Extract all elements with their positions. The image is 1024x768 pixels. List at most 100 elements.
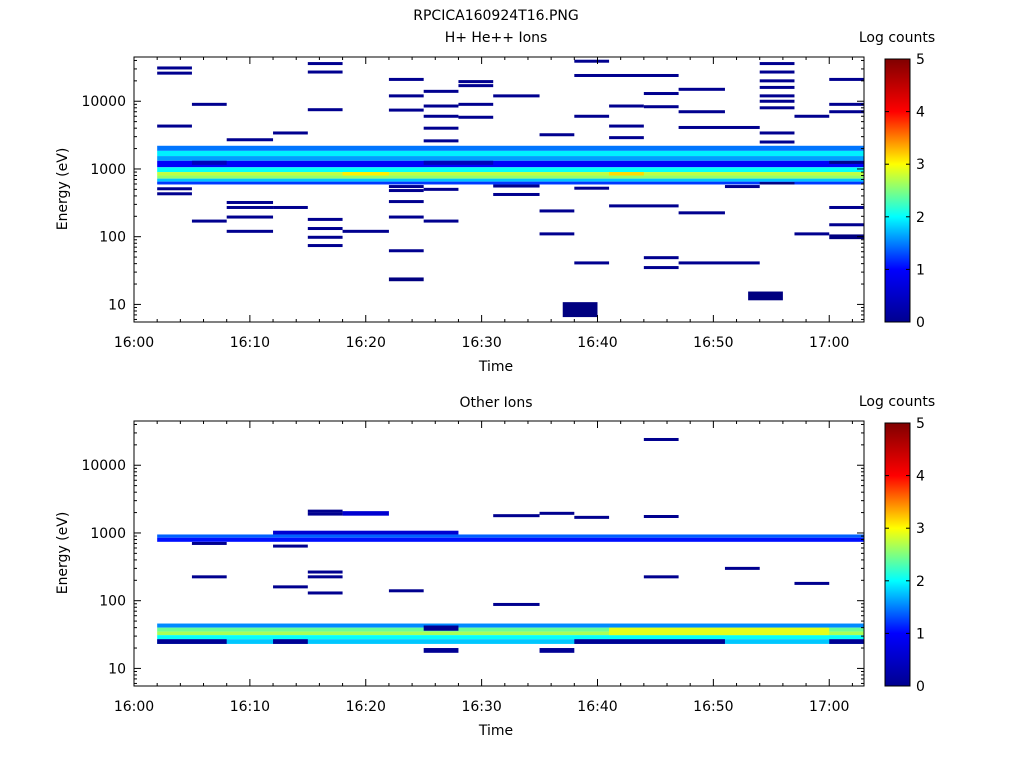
heatmap-count-line: [829, 223, 864, 227]
x-tick-label: 16:20: [346, 699, 386, 715]
heatmap-count-line: [342, 229, 389, 233]
y-axis-label: Energy (eV): [55, 148, 71, 231]
heatmap-cell: [157, 156, 864, 161]
heatmap-cell: [574, 639, 725, 644]
colorbar: 0 1 2 3 4 5: [884, 416, 925, 695]
heatmap-count-line: [458, 115, 494, 119]
heatmap-count-line: [388, 94, 424, 98]
heatmap-count-line: [388, 108, 424, 112]
heatmap-cell: [423, 648, 459, 653]
heatmap-count-line: [423, 114, 459, 118]
heatmap-count-line: [458, 84, 494, 88]
heatmap-count-line: [307, 227, 343, 231]
heatmap-count-line: [388, 189, 424, 193]
heatmap-cell: [157, 172, 864, 176]
heatmap-count-line: [539, 209, 575, 213]
colorbar-gradient: [884, 422, 911, 687]
heatmap-cell: [829, 639, 864, 644]
y-tick-label: 1000: [90, 162, 126, 178]
heatmap-cell: [157, 178, 864, 182]
y-tick-label: 10000: [81, 458, 126, 474]
heatmap-cell: [423, 625, 459, 631]
plot-frame: [133, 420, 865, 687]
heatmap-count-line: [643, 256, 679, 260]
heatmap-count-line: [678, 87, 725, 91]
heatmap-count-line: [493, 192, 540, 196]
heatmap-count-line: [609, 136, 644, 140]
x-tick-label: 16:40: [577, 335, 617, 351]
heatmap-cell: [191, 160, 227, 165]
heatmap-count-line: [794, 114, 830, 118]
heatmap-count-line: [609, 124, 644, 128]
heatmap-count-line: [157, 66, 192, 70]
panel-title: H+ He++ Ions: [445, 30, 548, 46]
heatmap-count-line: [157, 124, 192, 128]
heatmap-cell: [342, 172, 389, 176]
heatmap-cell: [748, 291, 783, 301]
x-tick-label: 16:40: [577, 699, 617, 715]
panel-other-ions: Other Ions 16:00 16:10 16:20 16:30 16:40 16:5…: [55, 394, 935, 739]
heatmap-cell: [342, 511, 389, 516]
heatmap-count-line: [458, 80, 494, 84]
colorbar-tick-label: 3: [916, 157, 925, 173]
x-axis-label: Time: [478, 359, 513, 375]
heatmap-count-line: [307, 62, 343, 66]
heatmap-cell: [157, 639, 227, 644]
heatmap-count-line: [388, 185, 424, 189]
colorbar-label: Log counts: [859, 30, 935, 46]
x-tick-label: 16:00: [114, 335, 154, 351]
y-tick-label: 10: [108, 297, 126, 313]
heatmap-count-line: [794, 232, 830, 236]
heatmap-count-line: [493, 514, 540, 518]
colorbar-tick-label: 2: [916, 210, 925, 226]
heatmap-count-line: [307, 575, 343, 579]
heatmap-count-line: [794, 581, 830, 585]
heatmap-count-line: [273, 205, 308, 209]
x-tick-label: 16:50: [693, 699, 733, 715]
heatmap-cell: [157, 175, 864, 179]
heatmap-count-line: [423, 139, 459, 143]
heatmap-count-line: [574, 186, 610, 190]
heatmap-count-line: [759, 99, 795, 103]
heatmap-count-line: [423, 104, 459, 108]
colorbar-label: Log counts: [859, 394, 935, 410]
heatmap-count-line: [759, 70, 795, 74]
heatmap-count-line: [273, 131, 308, 135]
y-tick-label: 10000: [81, 94, 126, 110]
y-tick-label: 10: [108, 661, 126, 677]
heatmap-cell: [157, 160, 864, 168]
heatmap-count-line: [226, 229, 274, 233]
heatmap-count-line: [829, 205, 864, 209]
heatmap-count-line: [539, 511, 575, 515]
heatmap-cell: [157, 631, 864, 636]
heatmap-count-line: [539, 133, 575, 137]
heatmap-count-line: [388, 200, 424, 204]
heatmap-count-line: [759, 85, 795, 89]
page-title: RPCICA160924T16.PNG: [413, 8, 578, 24]
heatmap-cell: [157, 537, 864, 542]
heatmap-count-line: [759, 131, 795, 135]
colorbar-tick-label: 0: [916, 679, 925, 695]
x-tick-label: 16:30: [461, 699, 501, 715]
y-axis-label: Energy (eV): [55, 512, 71, 595]
heatmap-cell: [388, 277, 424, 282]
heatmap-count-line: [643, 105, 679, 109]
heatmap-count-line: [574, 73, 679, 77]
heatmap-count-line: [423, 187, 459, 191]
heatmap-count-line: [388, 77, 424, 81]
colorbar: 0 1 2 3 4 5: [884, 52, 925, 331]
colorbar-tick-label: 2: [916, 574, 925, 590]
heatmap-count-line: [829, 102, 864, 106]
heatmap-cell: [609, 172, 644, 176]
heatmap-count-line: [423, 89, 459, 93]
heatmap-count-line: [493, 94, 540, 98]
heatmap-count-line: [307, 217, 343, 221]
heatmap-count-line: [388, 249, 424, 253]
x-tick-label: 16:30: [461, 335, 501, 351]
heatmap-count-line: [609, 204, 679, 208]
heatmap-count-line: [829, 160, 864, 164]
heatmap-count-line: [574, 114, 610, 118]
heatmap-cell: [157, 635, 864, 640]
x-tick-label: 17:00: [809, 699, 849, 715]
